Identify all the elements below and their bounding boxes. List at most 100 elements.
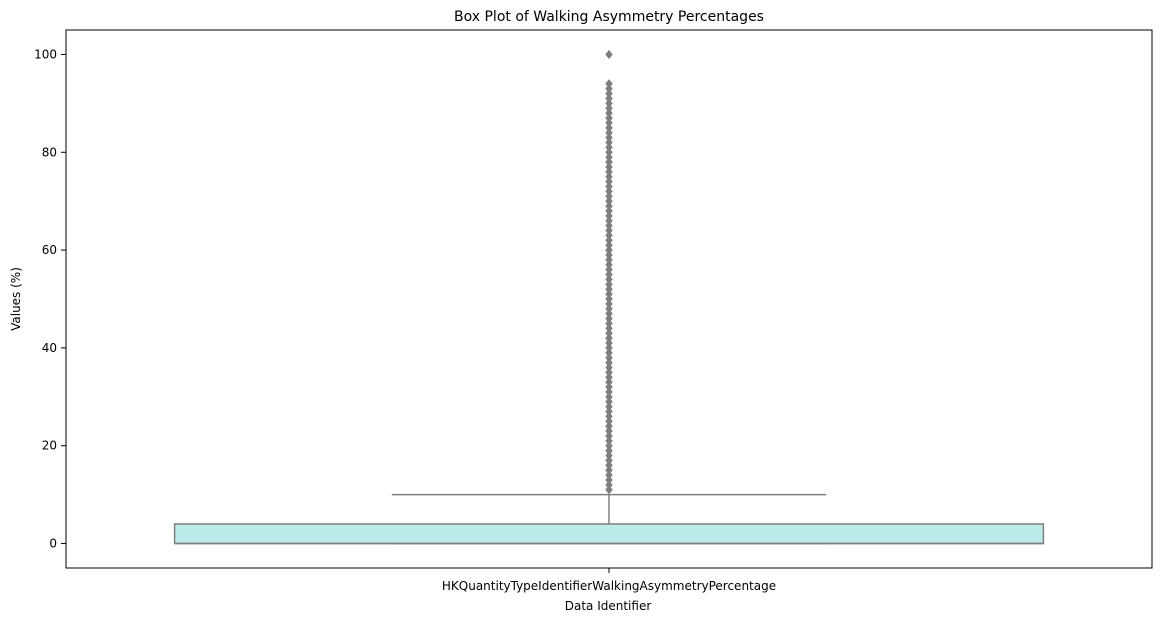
y-axis-title: Values (%): [9, 267, 23, 331]
outlier-point: [605, 157, 613, 167]
outlier-point: [605, 201, 613, 211]
outlier-point: [605, 406, 613, 417]
outlier-point: [605, 485, 613, 495]
outlier-point: [605, 397, 613, 407]
outlier-point: [605, 206, 613, 216]
outlier-point: [605, 421, 613, 431]
outlier-point: [605, 88, 613, 99]
outlier-point: [605, 216, 613, 226]
y-tick-label: 0: [49, 537, 57, 551]
outlier-point: [605, 362, 613, 373]
outlier-point: [605, 230, 613, 241]
outlier-point: [605, 436, 613, 446]
outlier-point: [605, 445, 613, 456]
outlier-point: [605, 103, 613, 113]
outlier-point: [605, 441, 613, 451]
outlier-point: [605, 269, 613, 280]
outlier-point: [605, 323, 613, 333]
outlier-point: [605, 343, 613, 353]
outlier-point: [605, 142, 613, 153]
outlier-point: [605, 304, 613, 314]
y-tick-label: 40: [42, 341, 57, 355]
outlier-point: [605, 392, 613, 402]
outlier-point: [605, 387, 613, 397]
outlier-points: [605, 49, 613, 495]
outlier-point: [605, 181, 613, 192]
outlier-point: [605, 416, 613, 426]
outlier-point: [605, 250, 613, 260]
outlier-point: [605, 401, 613, 412]
outlier-point: [605, 84, 613, 94]
outlier-point: [605, 235, 613, 245]
y-tick-label: 100: [34, 47, 57, 61]
outlier-point: [605, 196, 613, 206]
outlier-point: [605, 147, 613, 157]
outlier-point: [605, 411, 613, 422]
outlier-point: [605, 318, 613, 329]
outlier-point: [605, 186, 613, 197]
outlier-point: [605, 274, 613, 285]
x-axis-title: Data Identifier: [565, 599, 652, 613]
outlier-point: [605, 79, 613, 89]
outlier-point: [605, 279, 613, 289]
outlier-point: [605, 137, 613, 148]
outlier-point: [605, 128, 613, 138]
outlier-point: [605, 260, 613, 270]
outlier-point: [605, 353, 613, 363]
outlier-point: [605, 240, 613, 250]
outlier-point: [605, 132, 613, 143]
outlier-point: [605, 118, 613, 128]
outlier-point: [605, 299, 613, 309]
chart-title: Box Plot of Walking Asymmetry Percentage…: [454, 9, 764, 25]
outlier-point: [605, 367, 613, 378]
x-axis: HKQuantityTypeIdentifierWalkingAsymmetry…: [442, 568, 776, 593]
outlier-point: [605, 220, 613, 231]
outlier-point: [605, 108, 613, 118]
outlier-point: [605, 431, 613, 441]
outlier-point: [605, 470, 613, 480]
interquartile-box: [173, 523, 1045, 545]
outlier-point: [605, 49, 613, 60]
outlier-point: [605, 245, 613, 255]
outlier-point: [605, 172, 613, 182]
outlier-point: [605, 333, 613, 343]
outlier-point: [605, 382, 613, 392]
outlier-point: [605, 348, 613, 358]
outlier-point: [605, 93, 613, 104]
outlier-point: [605, 211, 613, 221]
outlier-point: [605, 480, 613, 490]
outlier-point: [605, 460, 613, 470]
outlier-point: [605, 313, 613, 324]
outlier-point: [605, 426, 613, 436]
outlier-point: [605, 309, 613, 319]
outlier-point: [605, 328, 613, 338]
outlier-point: [605, 372, 613, 382]
y-tick-label: 20: [42, 439, 57, 453]
outlier-point: [605, 450, 613, 461]
y-tick-label: 80: [42, 145, 57, 159]
outlier-point: [605, 338, 613, 348]
x-tick-label: HKQuantityTypeIdentifierWalkingAsymmetry…: [442, 579, 776, 593]
outlier-point: [605, 255, 613, 265]
outlier-point: [605, 176, 613, 187]
outlier-point: [605, 294, 613, 304]
y-tick-label: 60: [42, 243, 57, 257]
outlier-point: [605, 465, 613, 475]
box-plot-series: [173, 493, 1045, 545]
outlier-point: [605, 475, 613, 485]
outlier-point: [605, 357, 613, 368]
outlier-point: [605, 265, 613, 275]
outlier-point: [605, 98, 613, 109]
outlier-point: [605, 123, 613, 133]
outlier-point: [605, 284, 613, 294]
outlier-point: [605, 191, 613, 201]
outlier-point: [605, 167, 613, 177]
outlier-point: [605, 152, 613, 162]
outlier-point: [605, 289, 613, 299]
outlier-point: [605, 225, 613, 236]
outlier-point: [605, 162, 613, 172]
outlier-point: [605, 377, 613, 387]
outlier-point: [605, 455, 613, 466]
y-axis: 0 20 40 60 80 100: [34, 47, 66, 551]
